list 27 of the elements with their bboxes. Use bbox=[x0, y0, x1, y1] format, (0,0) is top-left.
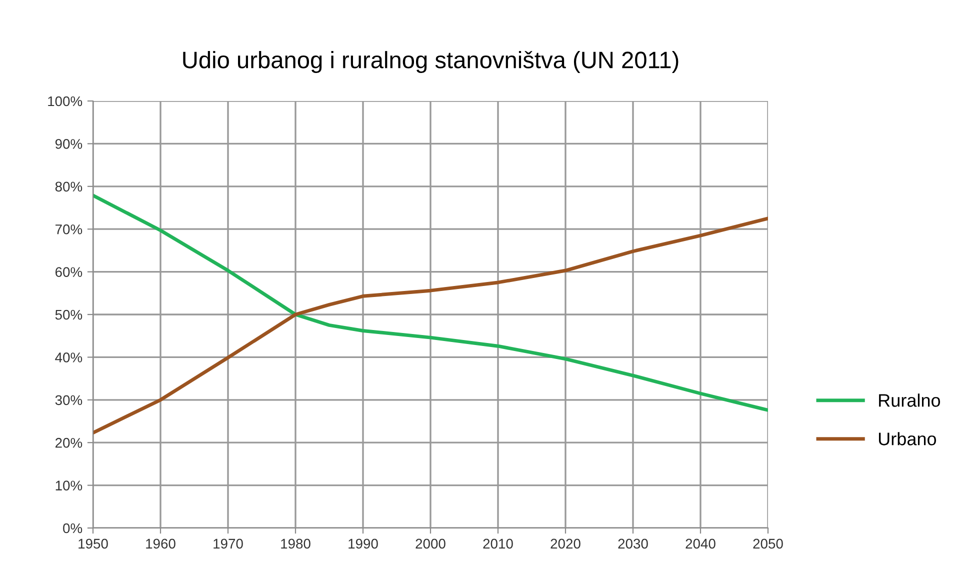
y-tick-label: 60% bbox=[55, 267, 82, 277]
x-tick-label: 2020 bbox=[550, 538, 580, 549]
y-tick-label: 90% bbox=[55, 139, 82, 149]
y-tick-label: 40% bbox=[55, 352, 82, 362]
y-tick-label: 70% bbox=[56, 224, 82, 234]
legend-label: Urbano bbox=[878, 432, 936, 446]
line-series bbox=[93, 216, 768, 435]
x-tick-label: 1990 bbox=[348, 538, 378, 549]
x-tick-label: 2040 bbox=[686, 538, 716, 549]
x-tick-label: 2030 bbox=[618, 538, 648, 549]
y-tick-label: 10% bbox=[56, 480, 82, 490]
legend-label: Ruralno bbox=[879, 394, 940, 407]
x-tick-label: 1950 bbox=[78, 538, 108, 549]
y-tick-label: 0% bbox=[63, 523, 82, 534]
y-tick-label: 100% bbox=[48, 96, 82, 106]
y-tick-label: 30% bbox=[55, 395, 82, 406]
x-tick-label: 2010 bbox=[483, 538, 513, 549]
x-tick-label: 1980 bbox=[281, 538, 310, 549]
y-tick-label: 50% bbox=[55, 310, 82, 320]
line-series bbox=[93, 194, 768, 412]
y-tick-label: 20% bbox=[55, 438, 82, 448]
x-tick-label: 2050 bbox=[753, 538, 783, 549]
chart-title: Udio urbanog i ruralnog stanovništva (UN 2011) bbox=[183, 50, 678, 74]
x-tick-label: 1970 bbox=[214, 538, 243, 549]
y-tick-label: 80% bbox=[55, 182, 82, 192]
x-tick-label: 1960 bbox=[146, 538, 176, 549]
x-tick-label: 2000 bbox=[416, 538, 446, 549]
